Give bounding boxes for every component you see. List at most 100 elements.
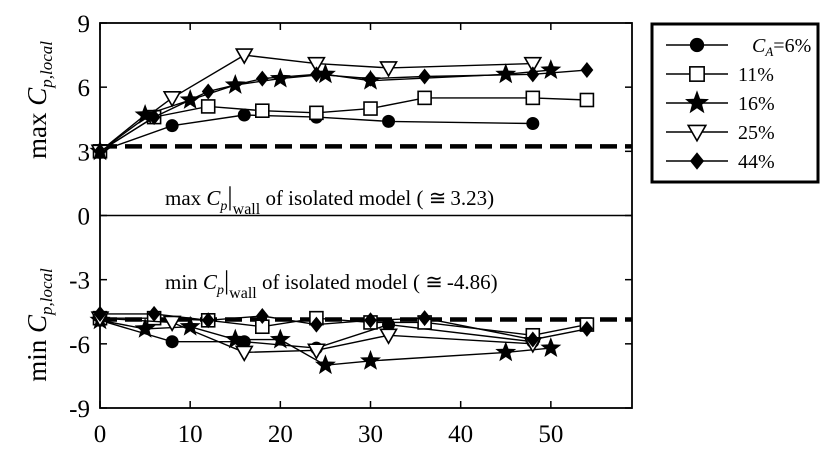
legend-text: 25% — [738, 122, 775, 144]
data-point — [495, 341, 517, 362]
legend-subscript: A — [764, 44, 773, 59]
y-tick-label: 9 — [78, 11, 91, 38]
data-point — [224, 74, 246, 94]
data-point — [224, 328, 246, 349]
y-label-symbol: C — [22, 314, 52, 333]
annotation-wall: wall — [233, 201, 261, 218]
data-point — [255, 308, 269, 325]
y-label-symbol: C — [22, 87, 52, 106]
data-point — [255, 70, 269, 87]
data-point — [93, 143, 107, 160]
y-tick-label: -3 — [69, 268, 90, 295]
y-tick-label: 6 — [78, 75, 91, 102]
data-point — [201, 83, 215, 100]
legend-entry: 25% — [666, 122, 775, 144]
legend-text: 16% — [738, 93, 775, 115]
data-point — [255, 103, 270, 118]
data-point — [147, 109, 161, 126]
series-line — [99, 319, 533, 349]
x-tick-label: 40 — [448, 421, 473, 448]
data-point — [134, 104, 156, 124]
legend-label: 11% — [738, 64, 774, 86]
legend-entry: 11% — [666, 64, 774, 86]
data-point — [580, 62, 594, 79]
data-point — [310, 66, 323, 83]
data-point — [418, 68, 432, 85]
annotation-subscript: p — [219, 199, 227, 214]
data-point — [417, 90, 432, 106]
y-label-text: min — [22, 333, 52, 382]
legend-label: CA=6% — [752, 35, 811, 59]
x-tick-label: 30 — [358, 421, 383, 448]
data-point — [309, 105, 324, 121]
data-point — [269, 328, 291, 349]
legend-marker — [689, 66, 705, 82]
y-axis-label: min Cp,local — [22, 268, 56, 382]
data-series — [89, 48, 595, 375]
data-point — [147, 305, 161, 322]
series-line — [99, 317, 533, 354]
data-point — [382, 114, 396, 128]
y-axis-label: max Cp,local — [22, 41, 56, 159]
legend-marker — [689, 37, 705, 53]
annotation-symbol: C — [206, 186, 221, 210]
annotation-suffix: of isolated model ( — [260, 186, 429, 210]
legend-label: 25% — [738, 122, 775, 144]
y-label-text: max — [22, 106, 52, 159]
data-point — [495, 63, 517, 84]
annotation-suffix: of isolated model ( — [257, 270, 426, 294]
data-point — [526, 331, 540, 348]
y-label-subscript: p,local — [37, 268, 56, 316]
legend-text: =6% — [773, 35, 811, 57]
data-point — [360, 349, 381, 370]
annotation-bar: | — [224, 266, 229, 295]
legend-marker — [686, 124, 708, 143]
data-point — [540, 337, 562, 357]
data-point — [307, 343, 326, 360]
data-point — [237, 108, 251, 122]
data-point — [315, 354, 336, 375]
legend-entry: CA=6% — [666, 35, 811, 59]
data-point — [179, 89, 201, 109]
annotation-approx: ≅ — [425, 270, 443, 294]
data-point — [379, 61, 398, 78]
series-line — [99, 114, 533, 152]
data-point — [364, 70, 377, 87]
annotation-value: 3.23) — [450, 186, 494, 210]
annotation-text: min Cp|wall of isolated model ( ≅ -4.86) — [165, 266, 498, 302]
data-point — [234, 345, 254, 363]
legend: CA=6% 11% 16% 25% 44% — [650, 22, 820, 184]
data-point — [234, 48, 254, 65]
legend-marker — [689, 152, 705, 170]
annotation-symbol: C — [203, 270, 218, 294]
legend-symbol: C — [752, 35, 766, 57]
data-point — [382, 318, 396, 332]
x-tick-label: 20 — [268, 421, 293, 448]
data-point — [179, 315, 201, 336]
data-point — [579, 92, 595, 108]
legend-text: 44% — [738, 151, 775, 173]
legend-entry: 16% — [666, 90, 775, 115]
data-point — [307, 56, 326, 74]
series-line — [99, 54, 533, 152]
legend-label: 16% — [738, 93, 775, 115]
annotation-value: -4.86) — [447, 270, 498, 294]
annotation-prefix: max — [165, 186, 206, 210]
x-tick-label: 0 — [94, 421, 107, 448]
data-point — [580, 320, 594, 337]
data-point — [379, 328, 398, 345]
data-point — [540, 59, 562, 79]
series-4-min — [93, 305, 594, 348]
y-tick-label: -9 — [69, 396, 90, 423]
legend-text: 11% — [738, 64, 774, 86]
data-point — [526, 66, 540, 83]
y-label-subscript: p,local — [37, 41, 56, 89]
data-point — [201, 312, 215, 329]
data-point — [523, 56, 543, 74]
data-point — [134, 317, 156, 338]
data-point — [315, 63, 336, 84]
data-point — [93, 305, 107, 322]
series-4-max — [93, 62, 594, 160]
data-point — [418, 310, 432, 327]
